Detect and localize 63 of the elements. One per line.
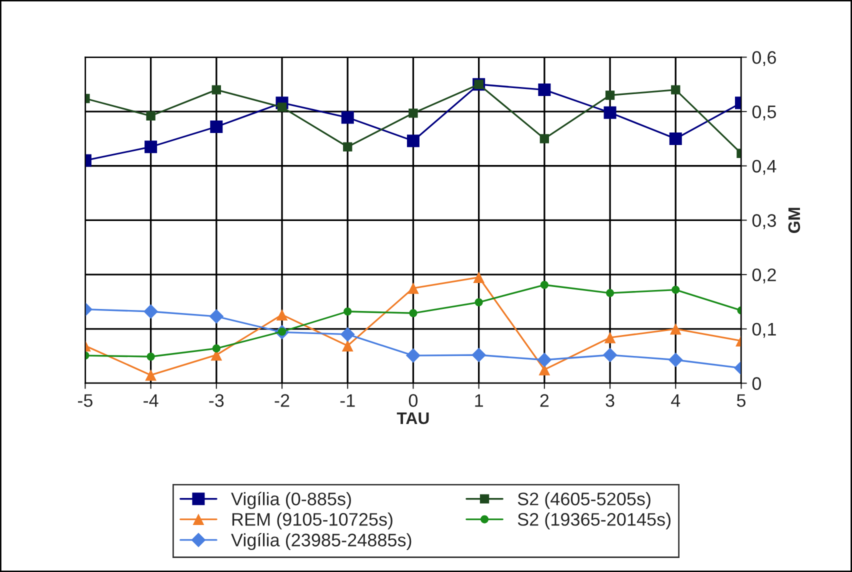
x-tick-label: 4	[671, 394, 680, 407]
point	[212, 85, 221, 94]
x-tick-label: 0	[408, 394, 418, 407]
point	[474, 298, 483, 306]
y-tick-label: 0,5	[752, 105, 776, 120]
x-tick-label: -1	[340, 394, 355, 407]
point	[406, 134, 420, 148]
point	[538, 84, 551, 96]
legend-label: Vigília (0-885s)	[231, 492, 351, 509]
x-tick-label: -3	[209, 394, 224, 407]
point	[146, 352, 155, 361]
point	[408, 108, 418, 118]
x-tick-label: -2	[274, 394, 290, 407]
point	[343, 142, 352, 152]
point	[668, 352, 683, 368]
legend-label: Vigília (23985-24885s)	[231, 532, 412, 550]
point	[602, 348, 618, 362]
point	[341, 111, 354, 124]
point	[342, 340, 354, 352]
y-tick-label: 0,3	[752, 214, 776, 230]
x-tick-label: -4	[144, 394, 158, 407]
x-axis-title: TAU	[396, 412, 429, 424]
x-tick-label: 3	[606, 394, 614, 407]
point	[540, 280, 548, 289]
y-tick-label: 0,2	[752, 268, 776, 284]
point	[537, 352, 552, 368]
point	[606, 289, 614, 298]
legend-label: REM (9105-10725s)	[232, 512, 392, 530]
point	[344, 307, 352, 316]
point	[145, 369, 156, 381]
y-tick-label: 0,6	[752, 51, 776, 66]
point	[144, 304, 158, 319]
point	[472, 348, 486, 362]
y-tick-label: 0,1	[752, 322, 776, 338]
point	[209, 309, 224, 324]
point	[604, 332, 616, 344]
legend-label: S2 (19365-20145s)	[518, 512, 670, 530]
point	[670, 323, 682, 335]
point	[473, 272, 485, 283]
y-tick-label: 0,4	[752, 160, 776, 175]
point	[408, 282, 419, 294]
point	[669, 132, 682, 145]
point	[540, 134, 550, 144]
point	[340, 327, 355, 342]
y-tick-label: 0	[752, 377, 761, 390]
point	[409, 309, 418, 318]
point	[672, 286, 680, 294]
point	[144, 140, 158, 154]
x-tick-label: 2	[540, 394, 549, 407]
point	[146, 111, 156, 120]
x-tick-label: 1	[475, 394, 483, 407]
point	[406, 348, 420, 363]
point	[212, 344, 220, 352]
y-axis-title: GM	[788, 208, 800, 233]
point	[276, 309, 288, 320]
point	[277, 102, 287, 112]
legend-label: S2 (4605-5205s)	[518, 492, 650, 509]
point	[671, 85, 680, 94]
point	[210, 120, 223, 134]
point	[604, 106, 616, 119]
x-tick-label: -5	[78, 394, 92, 407]
x-tick-label: 5	[736, 394, 746, 407]
point	[605, 90, 615, 100]
